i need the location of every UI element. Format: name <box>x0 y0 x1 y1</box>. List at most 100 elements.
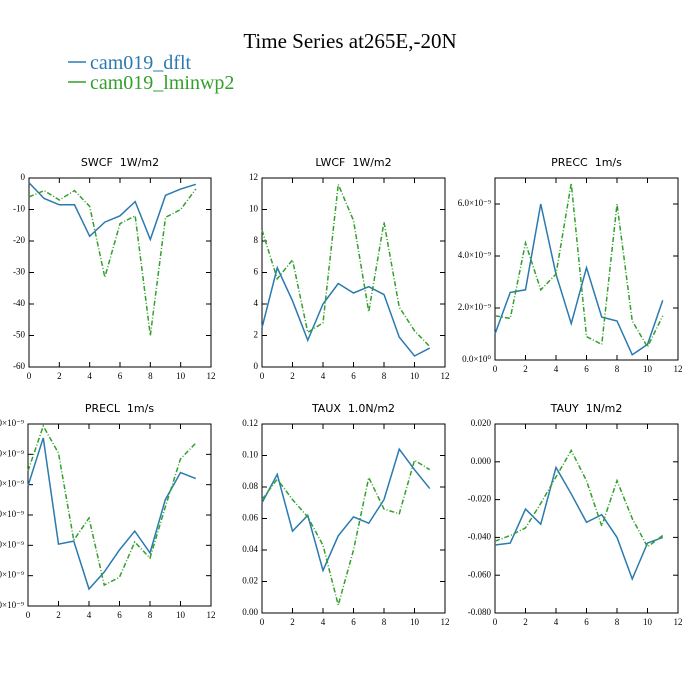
series-line <box>28 188 197 336</box>
x-tick-label: 4 <box>321 617 326 627</box>
y-tick-label: 2 <box>254 330 259 340</box>
page-title: Time Series at265E,-20N <box>243 29 456 53</box>
x-tick-label: 8 <box>148 610 153 620</box>
series-line <box>261 181 431 348</box>
y-tick-label: -0.040 <box>468 531 492 541</box>
series-line <box>494 203 664 356</box>
x-tick-label: 6 <box>584 617 589 627</box>
x-tick-label: 6 <box>117 610 122 620</box>
legend-label: cam019_dflt <box>90 52 192 74</box>
x-tick-label: 12 <box>674 364 683 374</box>
x-tick-label: 10 <box>176 371 186 381</box>
series-line <box>261 447 431 573</box>
x-tick-label: 8 <box>382 617 387 627</box>
x-tick-label: 8 <box>615 617 620 627</box>
y-tick-label: 5.0×10⁻⁹ <box>0 479 24 489</box>
x-tick-label: 10 <box>643 617 653 627</box>
panel-title: TAUX 1.0N/m2 <box>311 402 395 415</box>
x-tick-label: 0 <box>493 364 498 374</box>
series-line <box>261 459 431 609</box>
x-tick-label: 0 <box>26 610 31 620</box>
y-tick-label: 3.0×10⁻⁹ <box>0 539 24 549</box>
y-tick-label: 0.000 <box>471 456 492 466</box>
y-tick-label: -50 <box>13 330 25 340</box>
y-tick-label: 0 <box>254 361 259 371</box>
x-tick-label: 2 <box>290 371 295 381</box>
y-tick-label: 2.0×10⁻⁹ <box>0 570 24 580</box>
x-tick-label: 4 <box>87 610 92 620</box>
x-tick-label: 10 <box>643 364 653 374</box>
panel-title: SWCF 1W/m2 <box>81 156 159 169</box>
plot-frame <box>261 177 446 368</box>
panel-title: TAUY 1N/m2 <box>550 402 623 415</box>
x-tick-label: 2 <box>290 617 295 627</box>
y-tick-label: 6 <box>254 267 259 277</box>
y-tick-label: 2.0×10⁻⁹ <box>458 302 491 312</box>
y-tick-label: -10 <box>13 204 25 214</box>
x-tick-label: 4 <box>554 617 559 627</box>
x-tick-label: 10 <box>410 617 420 627</box>
y-tick-label: 4.0×10⁻⁹ <box>0 509 24 519</box>
x-tick-label: 2 <box>523 364 528 374</box>
x-tick-label: 4 <box>87 371 92 381</box>
x-tick-label: 12 <box>207 371 216 381</box>
y-tick-label: 0.020 <box>471 418 492 428</box>
x-tick-label: 6 <box>584 364 589 374</box>
x-tick-label: 2 <box>523 617 528 627</box>
y-tick-label: 4.0×10⁻⁹ <box>458 250 491 260</box>
y-tick-label: -0.020 <box>468 494 492 504</box>
y-tick-label: -60 <box>13 361 25 371</box>
y-tick-label: 6.0×10⁻⁹ <box>0 448 24 458</box>
panel-title: PRECL 1m/s <box>85 402 154 415</box>
y-tick-label: -30 <box>13 267 25 277</box>
y-tick-label: 8 <box>254 235 259 245</box>
y-tick-label: 1.0×10⁻⁹ <box>0 600 24 610</box>
series-line <box>27 424 197 587</box>
panel-title: LWCF 1W/m2 <box>315 156 391 169</box>
x-tick-label: 6 <box>351 617 356 627</box>
series-line <box>27 437 197 591</box>
x-tick-label: 8 <box>382 371 387 381</box>
y-tick-label: 0.12 <box>242 418 258 428</box>
y-tick-label: 0 <box>21 172 26 182</box>
y-tick-label: 0.08 <box>242 481 258 491</box>
x-tick-label: 8 <box>148 371 153 381</box>
plot-frame <box>27 423 212 607</box>
y-tick-label: -0.060 <box>468 569 492 579</box>
x-tick-label: 4 <box>321 371 326 381</box>
x-tick-label: 12 <box>207 610 216 620</box>
y-tick-label: 6.0×10⁻⁹ <box>458 198 491 208</box>
y-tick-label: 12 <box>249 172 258 182</box>
series-line <box>494 183 664 349</box>
x-tick-label: 0 <box>260 617 265 627</box>
x-tick-label: 12 <box>441 371 450 381</box>
plot-frame <box>494 423 679 614</box>
y-tick-label: 0.04 <box>242 544 258 554</box>
y-tick-label: 7.0×10⁻⁹ <box>0 418 24 428</box>
y-tick-label: 0.02 <box>242 576 258 586</box>
y-tick-label: 4 <box>254 298 259 308</box>
y-tick-label: 0.00 <box>242 607 258 617</box>
y-tick-label: 0.0×10⁰ <box>462 354 491 364</box>
x-tick-label: 2 <box>57 371 62 381</box>
series-line <box>261 265 431 357</box>
series-line <box>494 465 664 582</box>
series-line <box>494 448 664 548</box>
x-tick-label: 6 <box>118 371 123 381</box>
x-tick-label: 4 <box>554 364 559 374</box>
y-tick-label: 10 <box>249 204 259 214</box>
x-tick-label: 10 <box>410 371 420 381</box>
y-tick-label: 0.06 <box>242 513 258 523</box>
panel-title: PRECC 1m/s <box>551 156 622 169</box>
x-tick-label: 6 <box>351 371 356 381</box>
y-tick-label: -20 <box>13 235 25 245</box>
x-tick-label: 2 <box>56 610 61 620</box>
y-tick-label: -40 <box>13 298 25 308</box>
x-tick-label: 0 <box>260 371 265 381</box>
x-tick-label: 12 <box>674 617 683 627</box>
series-line <box>28 182 197 242</box>
x-tick-label: 10 <box>176 610 186 620</box>
y-tick-label: -0.080 <box>468 607 492 617</box>
x-tick-label: 0 <box>27 371 32 381</box>
